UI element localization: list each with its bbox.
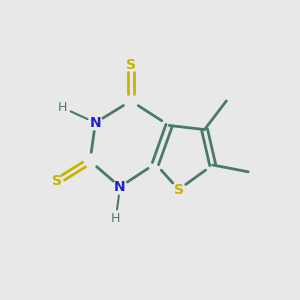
Text: S: S bbox=[126, 58, 136, 73]
Text: N: N bbox=[114, 180, 126, 194]
Text: S: S bbox=[52, 174, 62, 188]
Text: S: S bbox=[174, 182, 184, 197]
Text: H: H bbox=[58, 101, 68, 114]
Text: H: H bbox=[111, 212, 121, 225]
Text: N: N bbox=[90, 116, 101, 130]
